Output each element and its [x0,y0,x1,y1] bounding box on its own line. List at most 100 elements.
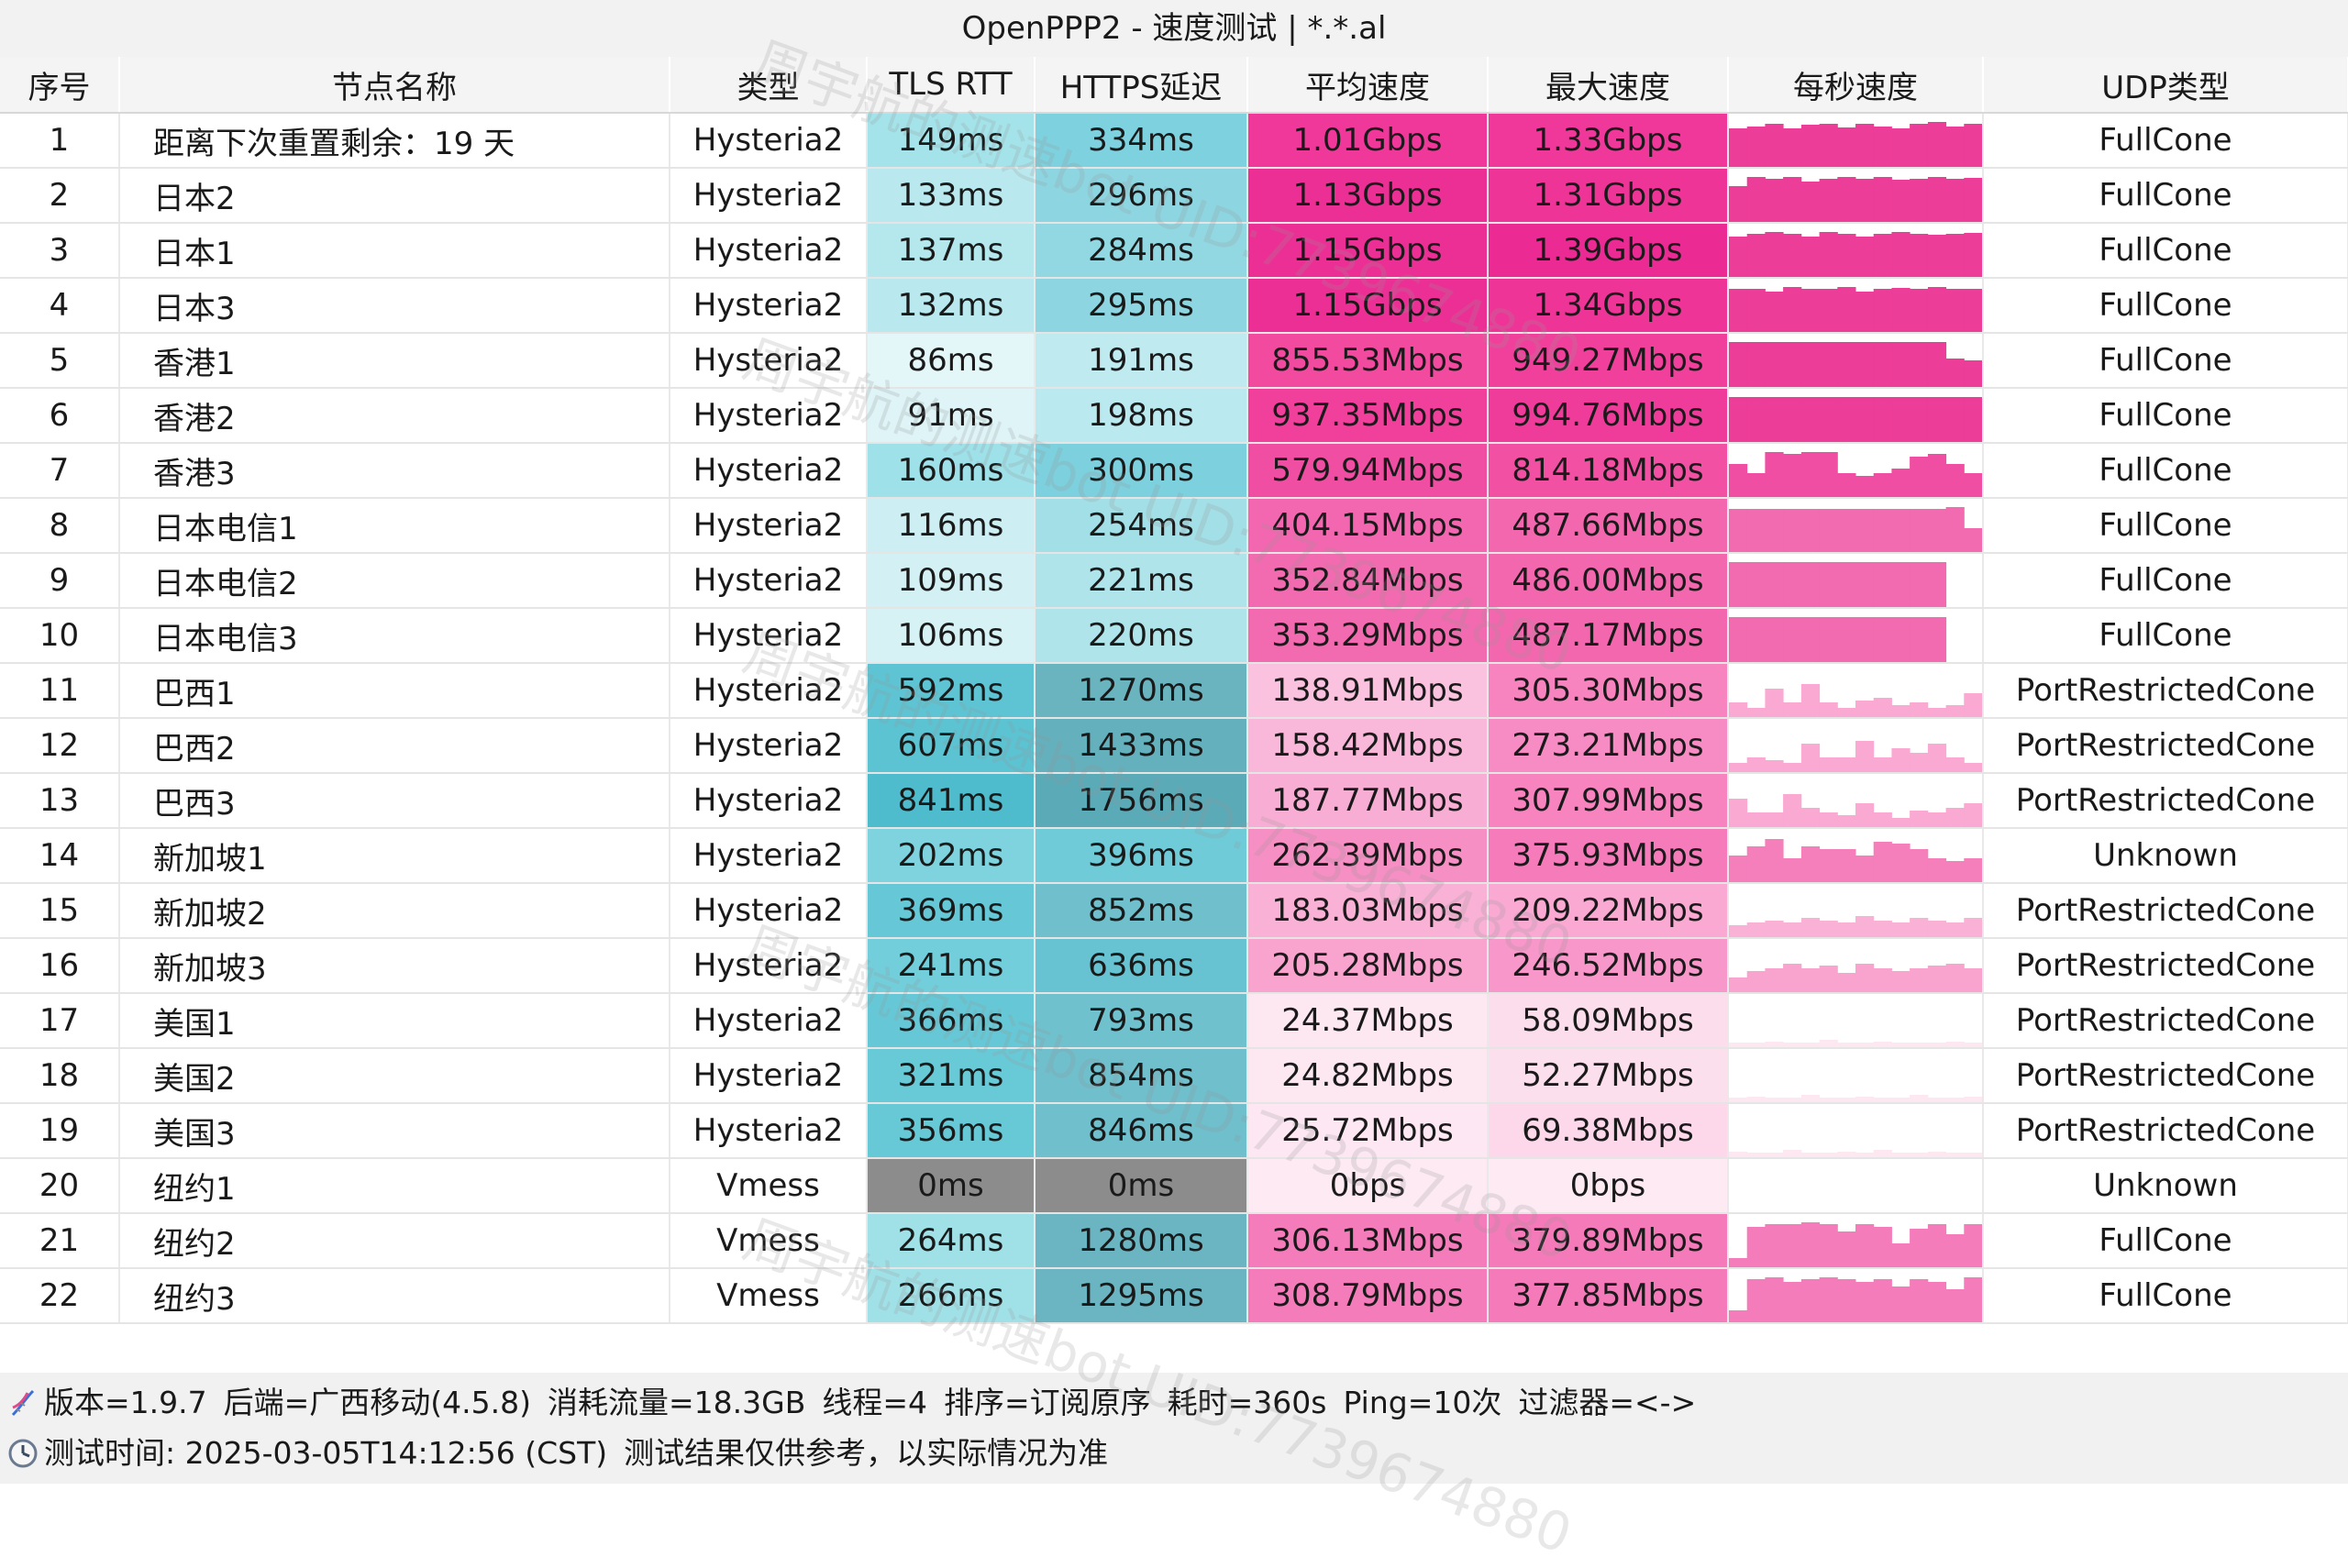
sparkline-bar [1837,922,1856,936]
cell-tls-rtt: 202ms [867,828,1036,884]
sparkline-bar [1800,1222,1821,1266]
sparkline-bar [1765,179,1784,221]
sparkline-bar [1873,177,1892,221]
header-node-name: 节点名称 [119,57,670,114]
cell-tls-rtt: 160ms [867,443,1036,499]
sparkline-bar [1873,921,1892,936]
sparkline-bar [1729,1043,1748,1046]
sparkline-bar [1746,971,1766,991]
cell-index: 6 [0,388,120,444]
sparkline-bar [1819,289,1838,331]
sparkline-bar [1945,808,1965,826]
cell-index: 2 [0,168,120,224]
sparkline-bar [1819,1224,1838,1266]
table-row: 8 日本电信1 Hysteria2 116ms 254ms 404.15Mbps 487.6… [0,498,2348,554]
sparkline-bar [1837,1043,1856,1046]
sparkline-bar [1873,1042,1892,1046]
sparkline-bar [1819,179,1838,221]
cell-per-second-speed [1728,718,1984,774]
cell-avg-speed: 183.03Mbps [1247,883,1489,939]
sparkline-bar [1837,342,1856,386]
sparkline-bar [1964,1043,1981,1046]
cell-udp-type: FullCone [1983,168,2348,224]
cell-tls-rtt: 0ms [867,1158,1036,1214]
sparkline-bar [1945,507,1965,551]
speed-sparkline [1729,287,1981,331]
cell-per-second-speed [1728,938,1984,994]
sparkline-bar [1837,757,1856,771]
sparkline-bar [1819,124,1838,166]
cell-max-speed: 52.27Mbps [1488,1048,1729,1104]
cell-avg-speed: 306.13Mbps [1247,1213,1489,1269]
sparkline-bar [1891,1043,1911,1046]
cell-per-second-speed [1728,498,1984,554]
cell-type: Hysteria2 [670,663,868,719]
cell-avg-speed: 308.79Mbps [1247,1268,1489,1324]
cell-max-speed: 949.27Mbps [1488,333,1729,389]
table-row: 21 纽约2 Vmess 264ms 1280ms 306.13Mbps 379.89Mbp… [0,1213,2348,1269]
sparkline-bar [1819,509,1838,551]
sparkline-bar [1837,509,1856,551]
sparkline-bar [1819,1040,1838,1046]
table-row: 6 香港2 Hysteria2 91ms 198ms 937.35Mbps 994.76Mb… [0,388,2348,444]
sparkline-bar [1729,509,1748,551]
cell-node-name: 美国2 [119,1048,670,1104]
sparkline-bar [1746,509,1766,551]
cell-per-second-speed [1728,278,1984,334]
sparkline-bar [1783,1098,1802,1101]
sparkline-bar [1855,397,1875,441]
sparkline-bar [1927,287,1947,331]
cell-per-second-speed [1728,388,1984,444]
cell-node-name: 日本电信2 [119,553,670,609]
sparkline-bar [1765,124,1784,166]
cell-node-name: 新加坡1 [119,828,670,884]
cell-max-speed: 1.31Gbps [1488,168,1729,224]
sparkline-bar [1910,342,1929,386]
speed-sparkline [1729,1095,1981,1101]
sparkline-bar [1765,1277,1784,1321]
speed-sparkline [1729,397,1981,441]
table-row: 10 日本电信3 Hysteria2 106ms 220ms 353.29Mbps 487.… [0,608,2348,664]
sparkline-bar [1746,617,1766,661]
speed-sparkline [1729,342,1981,386]
cell-tls-rtt: 607ms [867,718,1036,774]
sparkline-bar [1783,964,1802,991]
cell-https-latency: 198ms [1035,388,1248,444]
cell-avg-speed: 937.35Mbps [1247,388,1489,444]
cell-avg-speed: 353.29Mbps [1247,608,1489,664]
sparkline-bar [1765,617,1784,661]
sparkline-bar [1819,1277,1838,1321]
cell-https-latency: 1756ms [1035,773,1248,829]
table-row: 7 香港3 Hysteria2 160ms 300ms 579.94Mbps 814.18M… [0,443,2348,499]
sparkline-bar [1837,177,1856,221]
sparkline-bar [1927,454,1947,496]
sparkline-bar [1964,289,1981,331]
cell-max-speed: 375.93Mbps [1488,828,1729,884]
sparkline-bar [1873,289,1892,331]
sparkline-bar [1855,617,1875,661]
cell-max-speed: 1.34Gbps [1488,278,1729,334]
cell-node-name: 日本电信1 [119,498,670,554]
cell-tls-rtt: 132ms [867,278,1036,334]
sparkline-bar [1783,342,1802,386]
cell-https-latency: 300ms [1035,443,1248,499]
table-row: 4 日本3 Hysteria2 132ms 295ms 1.15Gbps 1.34Gbps F… [0,278,2348,334]
cell-node-name: 纽约3 [119,1268,670,1324]
speed-sparkline [1729,122,1981,166]
sparkline-bar [1729,237,1748,276]
sparkline-bar [1873,397,1892,441]
sparkline-bar [1765,760,1784,771]
cell-tls-rtt: 264ms [867,1213,1036,1269]
sparkline-bar [1800,125,1821,166]
sparkline-bar [1783,858,1802,881]
sparkline-bar [1783,1150,1802,1156]
cell-https-latency: 296ms [1035,168,1248,224]
speed-sparkline [1729,1040,1981,1046]
cell-https-latency: 220ms [1035,608,1248,664]
sparkline-bar [1729,397,1748,441]
sparkline-bar [1964,1097,1981,1101]
sparkline-bar [1910,918,1929,936]
sparkline-bar [1855,237,1875,276]
sparkline-bar [1891,232,1911,276]
sparkline-bar [1729,1310,1748,1321]
